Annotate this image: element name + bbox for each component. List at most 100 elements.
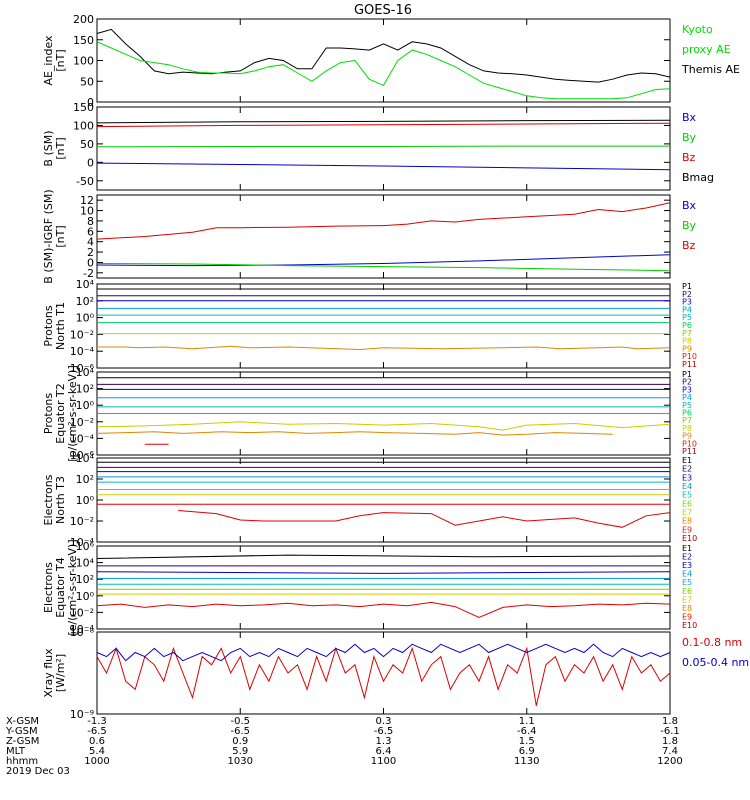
pe-ylabel: Equator T2 xyxy=(54,383,67,443)
pn-ytick-label: 10² xyxy=(76,295,94,308)
pn-ytick-label: 10⁻⁴ xyxy=(70,345,95,358)
pe-ytick-label: 10⁻⁴ xyxy=(70,432,95,445)
pe-ylabel: [p/(cm²-s-sr-keV)] xyxy=(66,365,79,462)
ee-ytick-label: 10⁻⁴ xyxy=(70,623,95,636)
xaxis-tick-value: -6.1 xyxy=(660,726,680,737)
ae-ytick-label: 100 xyxy=(73,55,94,68)
xaxis-tick-value: -6.5 xyxy=(87,726,107,737)
xaxis-tick-value: -1.3 xyxy=(87,716,107,727)
en-ytick-label: 10⁻⁴ xyxy=(70,536,95,549)
bigrf-ytick-label: 8 xyxy=(87,215,94,228)
xray-legend-0: 0.1-0.8 nm xyxy=(682,636,742,649)
en-ylabel: Electrons xyxy=(42,474,55,525)
ae-ytick-label: 50 xyxy=(80,75,94,88)
xaxis-tick-value: 5.4 xyxy=(89,746,105,757)
xaxis-tick-value: 1000 xyxy=(84,756,109,767)
ee-legend-4: E5 xyxy=(682,578,692,587)
ee-legend-5: E6 xyxy=(682,587,692,596)
pn-legend-3: P4 xyxy=(682,305,692,314)
pn-ylabel: Protons xyxy=(42,305,55,346)
xaxis-row-label: Z-GSM xyxy=(6,736,39,747)
figure-title: GOES-16 xyxy=(354,3,412,18)
pe-legend-9: P10 xyxy=(682,439,697,448)
pe-legend-8: P9 xyxy=(682,432,692,441)
en-legend-1: E2 xyxy=(682,465,692,474)
ee-ylabel: [e/(cm²-s-sr-keV)] xyxy=(66,539,79,635)
ae-ylabel: AE_index xyxy=(42,35,55,86)
xaxis-tick-value: 7.4 xyxy=(662,746,678,757)
xray-series-0-1-0-8-nm xyxy=(96,646,671,706)
xaxis-tick-value: -0.5 xyxy=(230,716,250,727)
xaxis-tick-value: 1130 xyxy=(514,756,539,767)
ae-frame xyxy=(96,18,671,103)
en-legend-9: E10 xyxy=(682,534,697,543)
xray-series-0-05-0-4-nm xyxy=(96,643,671,662)
bigrf-ytick-label: 6 xyxy=(87,225,94,238)
bsm-series-by xyxy=(96,145,670,148)
ee-ytick-label: 10⁴ xyxy=(76,557,95,570)
pn-legend-8: P9 xyxy=(682,344,692,353)
en-legend-6: E7 xyxy=(682,508,692,517)
pn-legend-2: P3 xyxy=(682,298,692,307)
ae-ytick-label: 200 xyxy=(73,13,94,26)
bigrf-ytick-label: 0 xyxy=(87,256,94,269)
xaxis-row-label: hhmm xyxy=(6,756,38,767)
pn-ytick-label: 10⁴ xyxy=(76,278,95,291)
xaxis-tick-value: 0.3 xyxy=(376,716,392,727)
bigrf-ylabel: [nT] xyxy=(54,225,67,247)
bsm-legend-0: Bx xyxy=(682,111,697,124)
xaxis-tick-value: 5.9 xyxy=(232,746,248,757)
pn-legend-0: P1 xyxy=(682,282,692,291)
ae-legend-0: Kyoto xyxy=(682,23,713,36)
ee-series-e1 xyxy=(96,554,671,559)
bigrf-series-bz xyxy=(96,202,671,240)
ee-legend-9: E10 xyxy=(682,621,697,630)
xray-ylabel: [W/m²] xyxy=(54,654,67,692)
xray-ytick-label: 10⁻⁸ xyxy=(70,626,95,639)
en-legend-4: E5 xyxy=(682,491,692,500)
pn-legend-4: P5 xyxy=(682,313,692,322)
ee-legend-2: E3 xyxy=(682,561,692,570)
pe-legend-1: P2 xyxy=(682,378,692,387)
en-ytick-label: 10⁴ xyxy=(76,452,95,465)
xaxis-tick-value: 0.9 xyxy=(232,736,248,747)
xray-legend-1: 0.05-0.4 nm xyxy=(682,656,749,669)
en-legend-5: E6 xyxy=(682,499,692,508)
xaxis-tick-value: 1100 xyxy=(371,756,396,767)
xaxis-tick-value: 0.6 xyxy=(89,736,105,747)
bsm-series-bmag xyxy=(96,119,671,124)
ee-legend-1: E2 xyxy=(682,553,692,562)
pn-legend-7: P8 xyxy=(682,337,692,346)
ae-ylabel: [nT] xyxy=(54,49,67,71)
en-legend-3: E4 xyxy=(682,482,692,491)
bsm-ytick-label: 0 xyxy=(87,156,94,169)
xaxis-tick-value: 1030 xyxy=(228,756,253,767)
bsm-ytick-label: 50 xyxy=(80,138,94,151)
ee-legend-6: E7 xyxy=(682,595,692,604)
pe-legend-6: P7 xyxy=(682,416,692,425)
pn-ytick-label: 10⁰ xyxy=(76,312,95,325)
pn-frame xyxy=(96,283,671,369)
pe-legend-0: P1 xyxy=(682,370,692,379)
pn-series-p9 xyxy=(97,345,671,351)
en-ytick-label: 10² xyxy=(76,473,94,486)
pe-legend-3: P4 xyxy=(682,393,692,402)
bigrf-ytick-label: 4 xyxy=(87,236,94,249)
ee-legend-3: E4 xyxy=(682,570,692,579)
bigrf-legend-1: By xyxy=(682,219,697,232)
pe-legend-4: P5 xyxy=(682,401,692,410)
bsm-ytick-label: 100 xyxy=(73,119,94,132)
en-legend-7: E8 xyxy=(682,517,692,526)
pe-legend-10: P11 xyxy=(682,447,697,456)
bsm-series-bz xyxy=(96,122,671,128)
en-legend-2: E3 xyxy=(682,473,692,482)
xaxis-row-label: MLT xyxy=(6,746,26,757)
ee-ylabel: Equator T4 xyxy=(54,557,67,617)
en-legend-8: E9 xyxy=(682,525,692,534)
xaxis-date: 2019 Dec 03 xyxy=(6,766,70,777)
bsm-ytick-label: -50 xyxy=(76,175,94,188)
xaxis-tick-value: -6.4 xyxy=(517,726,537,737)
xaxis-tick-value: 1.3 xyxy=(376,736,392,747)
pe-ytick-label: 10⁻² xyxy=(70,416,94,429)
